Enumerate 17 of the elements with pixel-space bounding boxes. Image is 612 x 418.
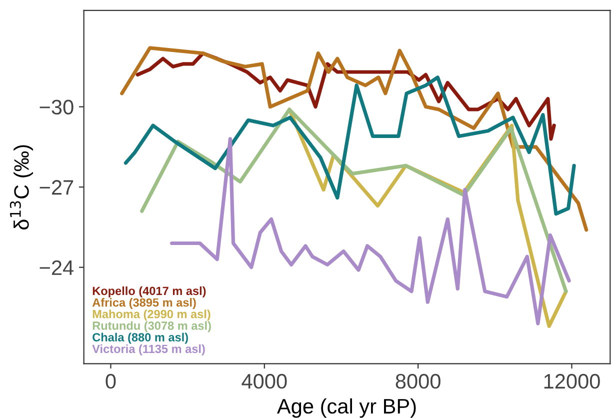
line-series — [120, 46, 588, 232]
y-axis-title: δ$^{13}$C (‰) — [10, 145, 34, 230]
y-tick-label: −24 — [40, 260, 74, 275]
text: Chala (880 m asl) — [92, 332, 188, 344]
text: Mahoma (2990 m asl) — [92, 310, 210, 321]
x-tick-label: 8000 — [396, 374, 440, 389]
y-tick-label: −30 — [40, 100, 74, 115]
text: Kopello (4017 m asl) — [92, 286, 206, 298]
x-tick-label: 4000 — [242, 374, 287, 389]
x-tick-label: 12000 — [544, 374, 600, 389]
x-tick-label: 0 — [106, 374, 116, 389]
x-axis-title: Age (cal yr BP) — [277, 398, 416, 418]
y-tick-label: −27 — [40, 180, 74, 195]
line-series — [124, 76, 576, 216]
text: Rutundu (3078 m asl) — [92, 321, 211, 332]
text: Victoria (1135 m asl) — [92, 344, 205, 356]
text: Africa (3895 m asl) — [92, 298, 196, 310]
